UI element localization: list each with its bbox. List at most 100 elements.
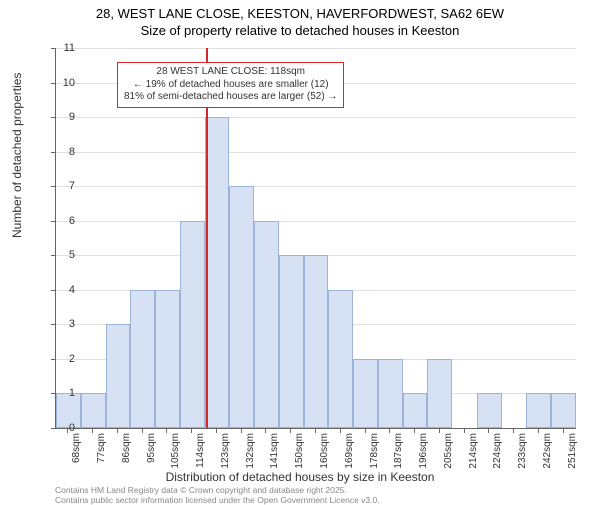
ytick-mark: [51, 255, 56, 256]
annotation-box: 28 WEST LANE CLOSE: 118sqm← 19% of detac…: [117, 62, 344, 108]
xtick-label: 214sqm: [468, 433, 479, 469]
ytick-mark: [51, 83, 56, 84]
xtick-label: 105sqm: [170, 433, 181, 469]
xtick-label: 150sqm: [294, 433, 305, 469]
ytick-label: 11: [64, 42, 75, 54]
x-axis-label: Distribution of detached houses by size …: [0, 470, 600, 484]
histogram-bar: [353, 359, 378, 428]
histogram-bar: [81, 393, 106, 428]
ytick-label: 1: [69, 387, 75, 399]
xtick-label: 86sqm: [121, 433, 132, 463]
annotation-line: ← 19% of detached houses are smaller (12…: [124, 79, 337, 92]
histogram-bar: [106, 324, 131, 428]
xtick-mark: [117, 428, 118, 433]
gridline: [56, 152, 576, 153]
xtick-mark: [265, 428, 266, 433]
ytick-label: 5: [69, 249, 75, 261]
xtick-mark: [513, 428, 514, 433]
footer-line-2: Contains public sector information licen…: [55, 495, 380, 505]
xtick-mark: [414, 428, 415, 433]
ytick-label: 3: [69, 318, 75, 330]
chart-container: 28, WEST LANE CLOSE, KEESTON, HAVERFORDW…: [0, 0, 600, 500]
histogram-bar: [155, 290, 180, 428]
ytick-label: 6: [69, 215, 75, 227]
gridline: [56, 186, 576, 187]
ytick-mark: [51, 48, 56, 49]
annotation-line: 28 WEST LANE CLOSE: 118sqm: [124, 66, 337, 79]
histogram-bar: [378, 359, 403, 428]
ytick-mark: [51, 186, 56, 187]
xtick-label: 160sqm: [319, 433, 330, 469]
histogram-bar: [427, 359, 452, 428]
xtick-label: 68sqm: [71, 433, 82, 463]
ytick-mark: [51, 359, 56, 360]
ytick-label: 8: [69, 146, 75, 158]
xtick-mark: [340, 428, 341, 433]
histogram-bar: [279, 255, 304, 428]
xtick-mark: [241, 428, 242, 433]
chart-area: 68sqm77sqm86sqm95sqm105sqm114sqm123sqm13…: [55, 48, 575, 428]
histogram-bar: [304, 255, 329, 428]
ytick-label: 4: [69, 284, 75, 296]
title-line-1: 28, WEST LANE CLOSE, KEESTON, HAVERFORDW…: [0, 6, 600, 23]
xtick-mark: [389, 428, 390, 433]
xtick-mark: [92, 428, 93, 433]
histogram-bar: [229, 186, 254, 428]
xtick-label: 77sqm: [96, 433, 107, 463]
xtick-label: 187sqm: [393, 433, 404, 469]
ytick-label: 7: [69, 180, 75, 192]
xtick-label: 123sqm: [220, 433, 231, 469]
gridline: [56, 48, 576, 49]
ytick-label: 9: [69, 111, 75, 123]
xtick-mark: [563, 428, 564, 433]
histogram-bar: [205, 117, 230, 428]
annotation-line: 81% of semi-detached houses are larger (…: [124, 91, 337, 104]
ytick-mark: [51, 290, 56, 291]
xtick-mark: [538, 428, 539, 433]
chart-title: 28, WEST LANE CLOSE, KEESTON, HAVERFORDW…: [0, 0, 600, 40]
histogram-bar: [328, 290, 353, 428]
y-axis-label: Number of detached properties: [10, 73, 24, 238]
xtick-label: 132sqm: [245, 433, 256, 469]
ytick-label: 10: [63, 77, 75, 89]
xtick-mark: [365, 428, 366, 433]
xtick-mark: [488, 428, 489, 433]
footer-line-1: Contains HM Land Registry data © Crown c…: [55, 485, 380, 495]
histogram-bar: [477, 393, 502, 428]
xtick-mark: [142, 428, 143, 433]
xtick-label: 141sqm: [269, 433, 280, 469]
histogram-bar: [254, 221, 279, 428]
ytick-label: 2: [69, 353, 75, 365]
histogram-bar: [180, 221, 205, 428]
histogram-bar: [551, 393, 576, 428]
gridline: [56, 221, 576, 222]
xtick-mark: [439, 428, 440, 433]
xtick-label: 95sqm: [146, 433, 157, 463]
histogram-bar: [130, 290, 155, 428]
xtick-label: 242sqm: [542, 433, 553, 469]
xtick-mark: [191, 428, 192, 433]
xtick-label: 114sqm: [195, 433, 206, 468]
xtick-label: 169sqm: [344, 433, 355, 469]
histogram-bar: [403, 393, 428, 428]
ytick-label: 0: [69, 422, 75, 434]
gridline: [56, 117, 576, 118]
xtick-mark: [464, 428, 465, 433]
xtick-mark: [290, 428, 291, 433]
xtick-mark: [166, 428, 167, 433]
xtick-label: 233sqm: [517, 433, 528, 469]
histogram-bar: [526, 393, 551, 428]
xtick-mark: [315, 428, 316, 433]
ytick-mark: [51, 221, 56, 222]
xtick-label: 196sqm: [418, 433, 429, 469]
xtick-mark: [216, 428, 217, 433]
ytick-mark: [51, 324, 56, 325]
ytick-mark: [51, 152, 56, 153]
title-line-2: Size of property relative to detached ho…: [0, 23, 600, 40]
ytick-mark: [51, 428, 56, 429]
xtick-label: 205sqm: [443, 433, 454, 469]
xtick-label: 224sqm: [492, 433, 503, 469]
ytick-mark: [51, 117, 56, 118]
xtick-label: 251sqm: [567, 433, 578, 469]
footer-attribution: Contains HM Land Registry data © Crown c…: [55, 485, 380, 505]
